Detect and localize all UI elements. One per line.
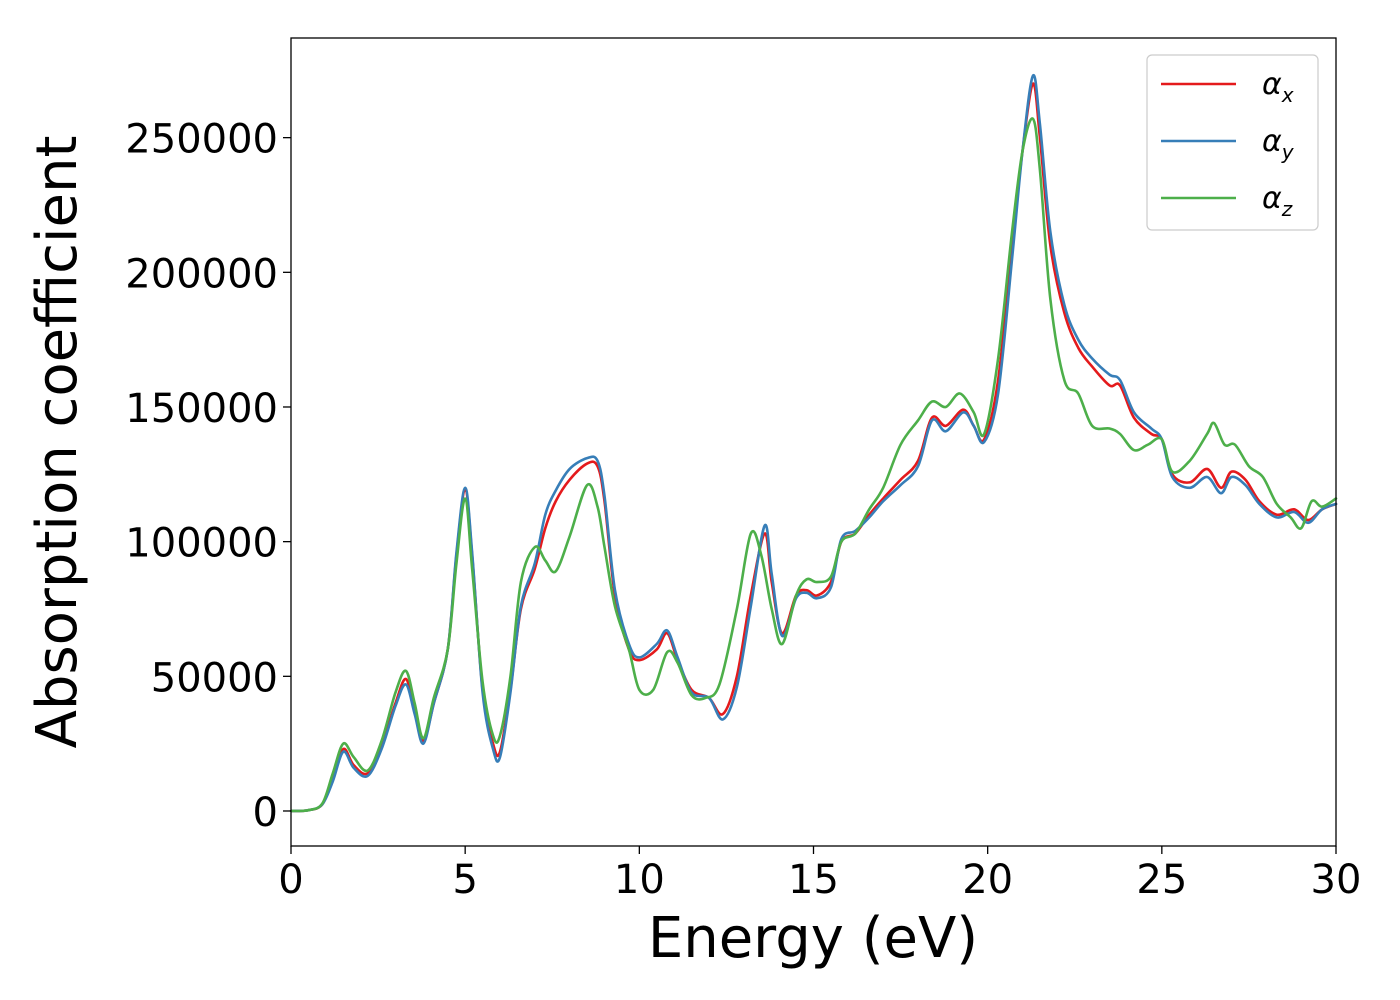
legend-box [1146, 54, 1319, 231]
y-tick-label: 200000 [125, 251, 278, 297]
y-tick-label: 50000 [151, 655, 278, 701]
x-tick-label: 15 [788, 857, 839, 903]
legend-label-z: αz [1262, 181, 1293, 221]
x-tick-label: 5 [452, 857, 477, 903]
y-axis-title: Absorption coefficient [25, 136, 90, 749]
y-tick-label: 0 [253, 790, 278, 836]
x-tick-label: 20 [962, 857, 1013, 903]
y-tick-label: 100000 [125, 521, 278, 567]
x-ticks: 0 5 10 15 20 25 30 [278, 846, 1361, 903]
legend-label-y: αy [1262, 124, 1295, 164]
plot-frame [290, 37, 1337, 847]
x-tick-label: 25 [1136, 857, 1187, 903]
legend-label-x: αx [1262, 67, 1294, 107]
series-line-z [289, 117, 1338, 813]
x-tick-label: 0 [278, 857, 303, 903]
series-layer [289, 74, 1338, 813]
y-ticks: 0 50000 100000 150000 200000 250000 [125, 117, 291, 836]
y-tick-label: 250000 [125, 117, 278, 163]
y-tick-label: 150000 [125, 386, 278, 432]
legend: αx αy αz [1146, 54, 1319, 231]
x-tick-label: 30 [1311, 857, 1362, 903]
x-axis-title: Energy (eV) [648, 906, 978, 971]
x-tick-label: 10 [614, 857, 665, 903]
